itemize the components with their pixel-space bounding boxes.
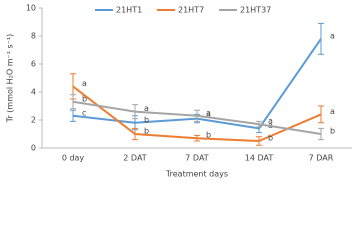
significance-letter: a <box>206 108 211 117</box>
y-tick-label: 8 <box>31 32 36 41</box>
significance-letter: a <box>144 104 149 113</box>
x-tick-label: 2 DAT <box>123 154 147 163</box>
significance-letter: a <box>82 79 87 88</box>
error-bar <box>318 22 324 55</box>
significance-letter: a <box>206 111 211 120</box>
y-axis-label: Tr (mmol H₂O m⁻² s⁻¹) <box>6 34 15 123</box>
error-bar <box>132 127 138 141</box>
x-tick-label: 0 day <box>62 154 85 163</box>
significance-letter: b <box>206 131 211 140</box>
legend-label: 21HT37 <box>240 6 271 15</box>
x-tick-label: 7 DAT <box>185 154 209 163</box>
error-bar <box>256 120 262 128</box>
error-bar <box>194 109 200 122</box>
significance-letter: b <box>82 94 87 103</box>
significance-letter: b <box>330 127 335 136</box>
x-axis-label: Treatment days <box>165 170 228 179</box>
chart: Tr (mmol H₂O m⁻² s⁻¹) Treatment days 0 2 4… <box>6 4 352 179</box>
significance-letter: a <box>268 117 273 126</box>
x-tick-label: 14 DAT <box>245 154 274 163</box>
y-tick-label: 6 <box>31 60 36 69</box>
significance-letter: b <box>144 115 149 124</box>
significance-letter: a <box>330 107 335 116</box>
error-bar <box>318 127 324 141</box>
error-bar <box>256 136 262 146</box>
significance-letter: b <box>144 127 149 136</box>
y-tick-label: 4 <box>31 88 36 97</box>
x-tick-label: 7 DAR <box>309 154 334 163</box>
legend-label: 21HT7 <box>178 6 204 15</box>
error-bar <box>132 104 138 120</box>
legend-label: 21HT1 <box>116 6 142 15</box>
y-tick-label: 0 <box>31 144 36 153</box>
y-tick-label: 10 <box>26 4 36 13</box>
error-bar <box>318 105 324 124</box>
y-tick-label: 2 <box>31 116 36 125</box>
significance-letter: c <box>82 108 86 117</box>
error-bar <box>70 94 76 110</box>
significance-letter: b <box>268 134 273 143</box>
significance-letter: a <box>330 31 335 40</box>
error-bar <box>194 134 200 142</box>
error-bar <box>70 109 76 122</box>
